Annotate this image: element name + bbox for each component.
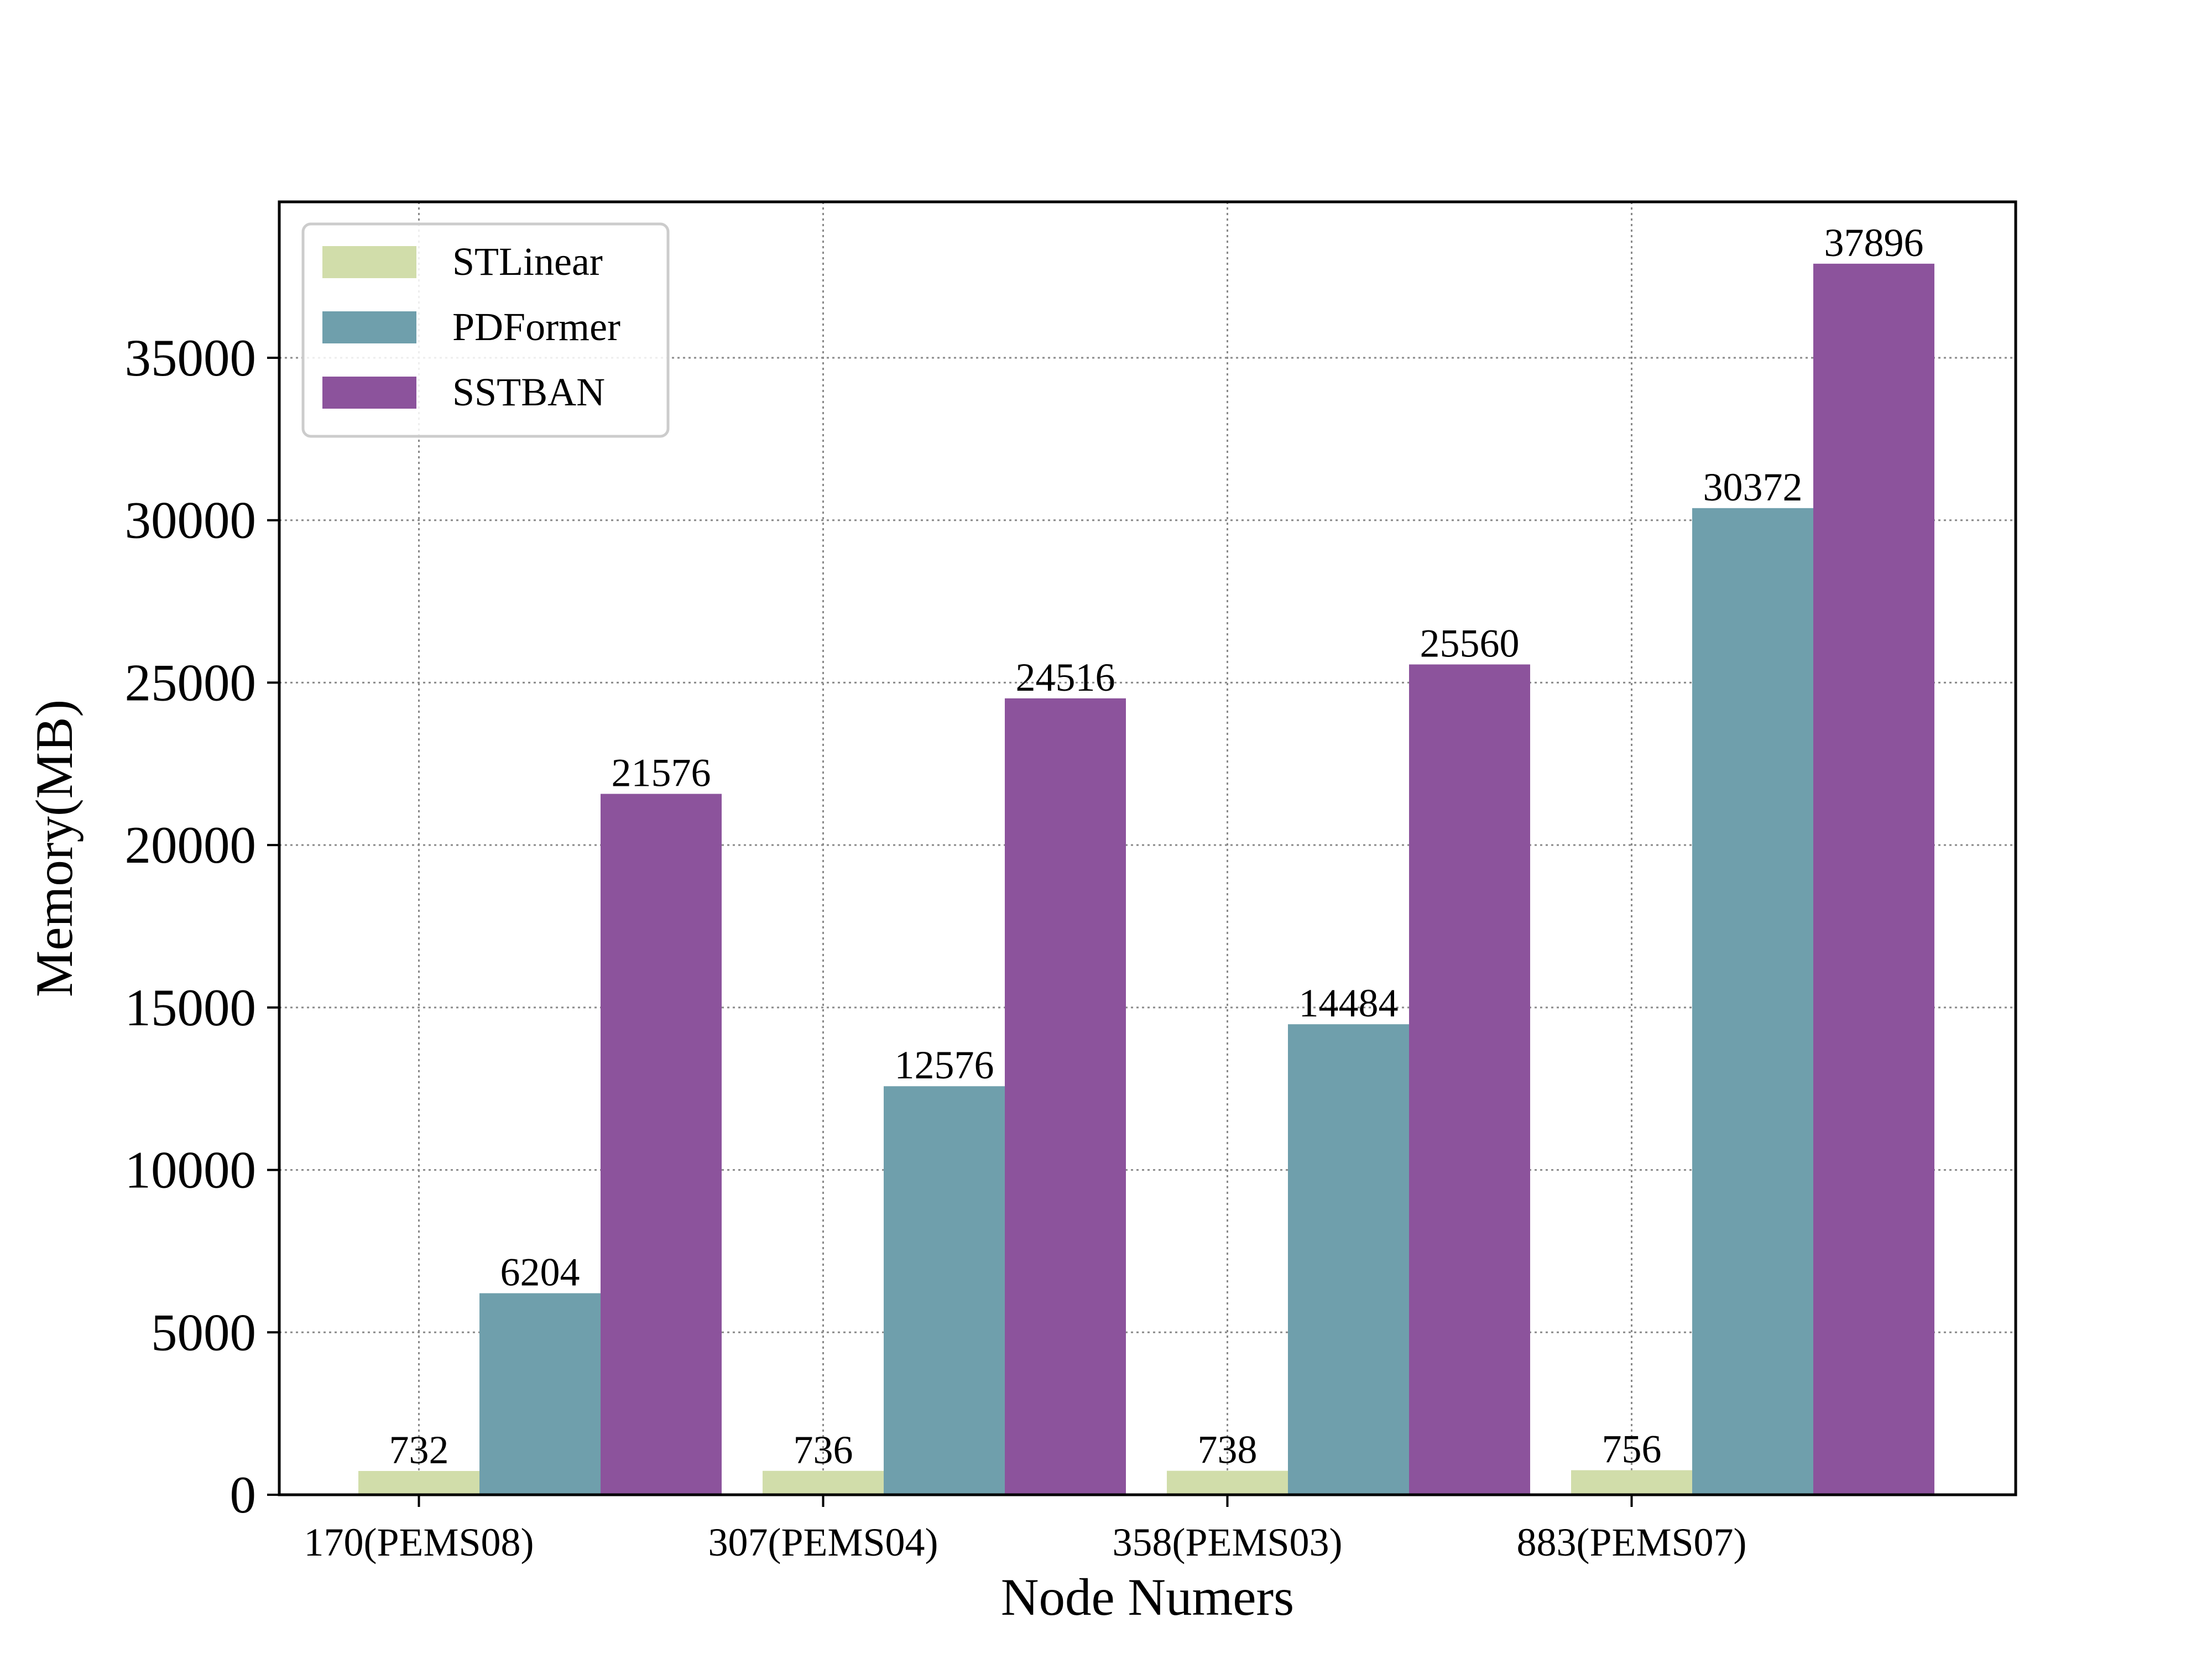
- y-tick-label: 10000: [125, 1141, 257, 1199]
- y-tick-label: 20000: [125, 816, 257, 874]
- x-axis-ticks: 170(PEMS08) 307(PEMS04) 358(PEMS03) 883(PEM…: [304, 1495, 1747, 1564]
- bar-value-label: 12576: [895, 1043, 994, 1087]
- legend-label-pdformer: PDFormer: [452, 305, 620, 349]
- bar-value-labels: 732 736 738 756 6204 12576 14484 30372 21576 2451…: [389, 221, 1924, 1472]
- legend: STLinear PDFormer SSTBAN: [301, 222, 670, 438]
- bar-value-label: 732: [389, 1428, 449, 1472]
- y-tick-label: 0: [230, 1465, 257, 1524]
- bar-value-label: 14484: [1299, 981, 1399, 1025]
- bar-value-label: 736: [794, 1428, 853, 1472]
- bar-pdformer-0: [479, 1293, 601, 1495]
- x-tick-label: 170(PEMS08): [304, 1520, 534, 1564]
- bar-value-label: 21576: [612, 751, 711, 795]
- bar-pdformer-3: [1692, 508, 1813, 1495]
- bar-value-label: 756: [1602, 1427, 1662, 1472]
- y-tick-label: 5000: [151, 1303, 256, 1361]
- bar-value-label: 6204: [500, 1250, 580, 1295]
- bar-stlinear-0: [358, 1470, 479, 1495]
- bar-sstban-0: [601, 794, 722, 1495]
- bars: [358, 263, 1934, 1495]
- y-tick-label: 25000: [125, 653, 257, 712]
- x-tick-label: 883(PEMS07): [1516, 1520, 1746, 1564]
- bar-value-label: 24516: [1016, 655, 1115, 700]
- bar-value-label: 30372: [1703, 465, 1803, 509]
- y-tick-label: 35000: [125, 328, 257, 387]
- y-axis-ticks: 0 5000 10000 15000 20000 25000 30000 35000: [125, 328, 279, 1524]
- bar-sstban-3: [1813, 263, 1934, 1495]
- bar-stlinear-3: [1571, 1470, 1692, 1495]
- legend-label-stlinear: STLinear: [452, 239, 603, 284]
- y-tick-label: 30000: [125, 491, 257, 550]
- bar-value-label: 37896: [1824, 221, 1924, 265]
- plot-frame: [278, 200, 2017, 1496]
- legend-label-sstban: SSTBAN: [452, 370, 605, 414]
- bar-stlinear-1: [763, 1470, 884, 1495]
- bar-value-label: 738: [1198, 1428, 1258, 1472]
- x-tick-label: 307(PEMS04): [708, 1520, 938, 1564]
- y-axis-title: Memory(MB): [25, 700, 84, 997]
- legend-swatch-stlinear: [322, 246, 416, 278]
- bar-stlinear-2: [1167, 1470, 1288, 1495]
- legend-swatch-pdformer: [322, 311, 416, 343]
- x-tick-label: 358(PEMS03): [1112, 1520, 1342, 1564]
- bar-pdformer-2: [1288, 1024, 1409, 1495]
- legend-swatch-sstban: [322, 377, 416, 409]
- bar-value-label: 25560: [1420, 622, 1520, 666]
- bar-sstban-2: [1409, 664, 1530, 1495]
- bar-pdformer-1: [884, 1086, 1005, 1495]
- bar-sstban-1: [1005, 698, 1126, 1495]
- x-axis-title: Node Numers: [1001, 1568, 1294, 1626]
- y-tick-label: 15000: [125, 978, 257, 1037]
